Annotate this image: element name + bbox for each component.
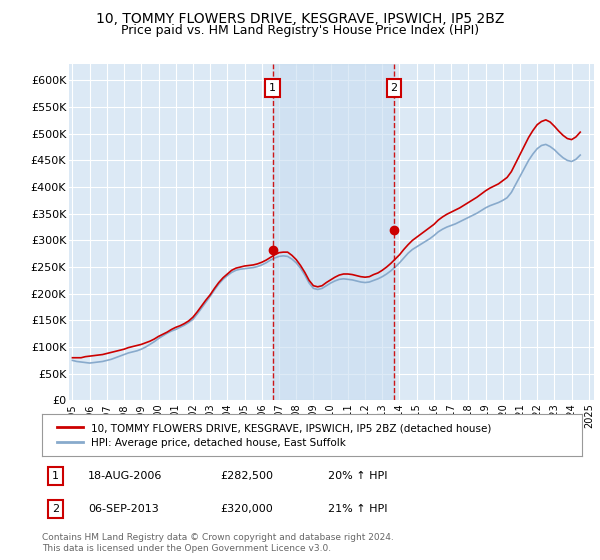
Text: 2: 2	[391, 83, 398, 93]
Text: Price paid vs. HM Land Registry's House Price Index (HPI): Price paid vs. HM Land Registry's House …	[121, 24, 479, 36]
Text: 06-SEP-2013: 06-SEP-2013	[88, 504, 158, 514]
Text: £282,500: £282,500	[220, 471, 273, 481]
Bar	[272, 64, 394, 400]
Text: 21% ↑ HPI: 21% ↑ HPI	[328, 504, 388, 514]
Text: 20% ↑ HPI: 20% ↑ HPI	[328, 471, 388, 481]
Text: 2: 2	[52, 504, 59, 514]
Text: 18-AUG-2006: 18-AUG-2006	[88, 471, 162, 481]
Text: Contains HM Land Registry data © Crown copyright and database right 2024.
This d: Contains HM Land Registry data © Crown c…	[42, 533, 394, 553]
Text: £320,000: £320,000	[220, 504, 273, 514]
Legend: 10, TOMMY FLOWERS DRIVE, KESGRAVE, IPSWICH, IP5 2BZ (detached house), HPI: Avera: 10, TOMMY FLOWERS DRIVE, KESGRAVE, IPSWI…	[53, 419, 496, 452]
Text: 1: 1	[269, 83, 276, 93]
Text: 10, TOMMY FLOWERS DRIVE, KESGRAVE, IPSWICH, IP5 2BZ: 10, TOMMY FLOWERS DRIVE, KESGRAVE, IPSWI…	[96, 12, 504, 26]
Text: 1: 1	[52, 471, 59, 481]
